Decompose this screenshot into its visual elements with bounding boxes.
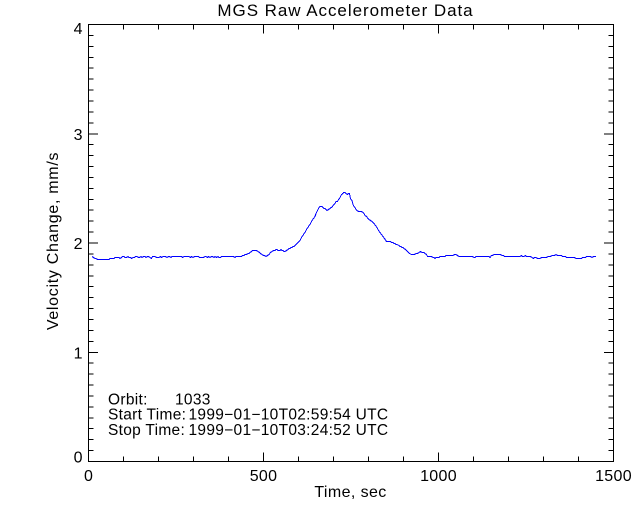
svg-text:3: 3: [74, 127, 83, 144]
svg-text:Velocity Change, mm/s: Velocity Change, mm/s: [45, 152, 62, 330]
svg-text:0: 0: [74, 450, 83, 467]
svg-text:Orbit:: Orbit:: [108, 392, 148, 409]
svg-text:0: 0: [84, 468, 93, 485]
svg-text:1: 1: [74, 345, 83, 362]
svg-text:Start Time:: Start Time:: [108, 407, 186, 424]
svg-text:4: 4: [74, 21, 83, 38]
svg-text:1500: 1500: [595, 468, 632, 485]
svg-text:2: 2: [74, 236, 83, 253]
svg-text:MGS Raw Accelerometer Data: MGS Raw Accelerometer Data: [217, 1, 473, 20]
svg-text:1033: 1033: [175, 392, 211, 409]
svg-text:500: 500: [250, 468, 278, 485]
svg-text:Time, sec: Time, sec: [314, 484, 386, 501]
svg-text:1000: 1000: [420, 468, 457, 485]
svg-text:1999−01−10T03:24:52 UTC: 1999−01−10T03:24:52 UTC: [189, 422, 389, 439]
svg-text:1999−01−10T02:59:54 UTC: 1999−01−10T02:59:54 UTC: [189, 407, 389, 424]
svg-text:Stop Time:: Stop Time:: [108, 422, 185, 439]
